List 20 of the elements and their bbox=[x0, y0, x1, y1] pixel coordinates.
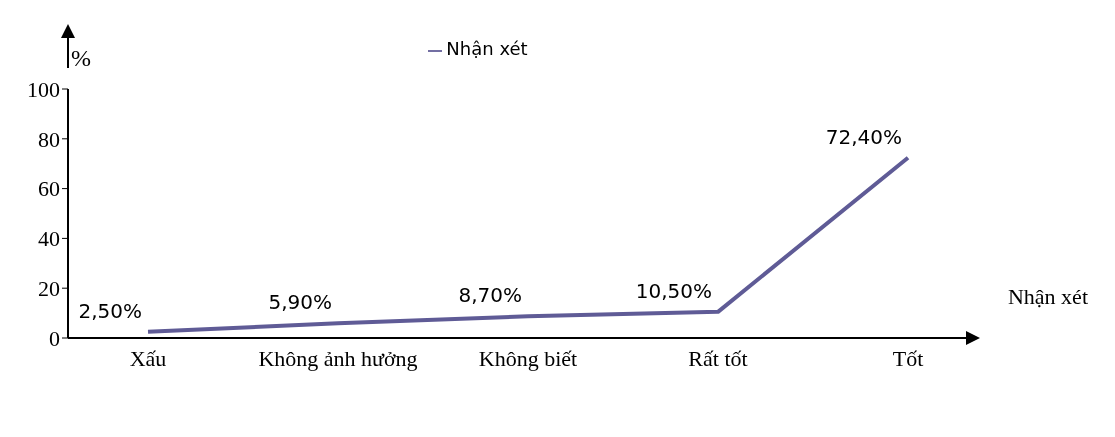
x-tick-label: Rất tốt bbox=[688, 345, 748, 371]
line-series bbox=[146, 155, 910, 334]
y-tick-label: 60 bbox=[38, 176, 60, 202]
y-tick-label: 80 bbox=[38, 126, 60, 152]
data-label: 5,90% bbox=[268, 290, 332, 315]
y-axis-title: % bbox=[71, 45, 91, 72]
y-tick-label: 20 bbox=[38, 276, 60, 302]
legend-label: Nhận xét bbox=[446, 38, 528, 59]
y-tick-label: 100 bbox=[27, 76, 60, 102]
y-tick-label: 0 bbox=[49, 325, 60, 351]
data-label: 8,70% bbox=[458, 283, 522, 308]
x-tick-label: Tốt bbox=[892, 345, 924, 371]
data-label: 72,40% bbox=[825, 124, 902, 149]
y-tick-label: 40 bbox=[38, 226, 60, 252]
data-label: 10,50% bbox=[635, 278, 712, 303]
x-axis-title: Nhận xét bbox=[1007, 283, 1088, 309]
x-tick-label: Không ảnh hưởng bbox=[258, 345, 418, 371]
x-tick-label: Không biết bbox=[478, 345, 578, 371]
data-label: 2,50% bbox=[78, 298, 142, 323]
x-tick-label: Xấu bbox=[129, 345, 167, 371]
